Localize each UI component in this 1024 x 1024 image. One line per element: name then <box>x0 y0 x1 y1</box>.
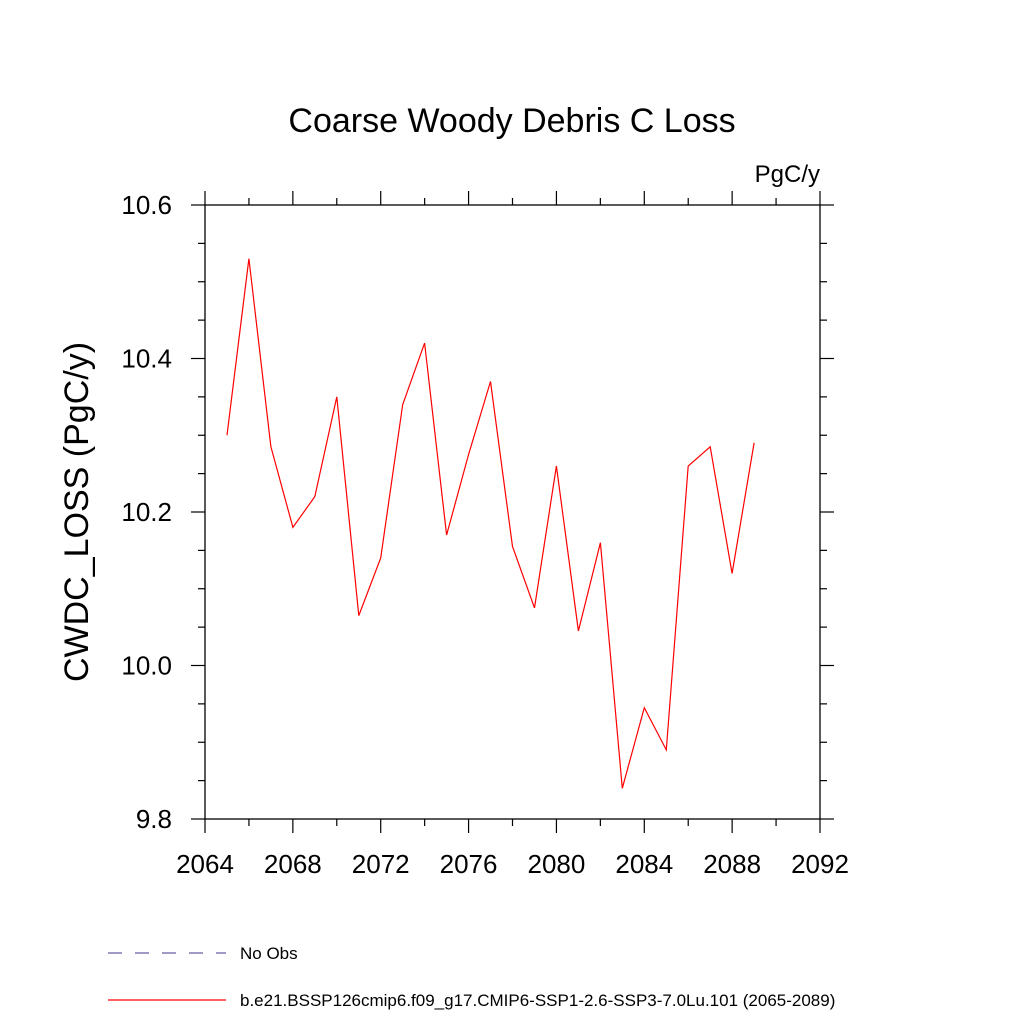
y-axis-label: CWDC_LOSS (PgC/y) <box>58 342 96 682</box>
x-tick-label: 2080 <box>528 849 586 879</box>
x-tick-label: 2068 <box>264 849 322 879</box>
plot-frame <box>204 204 821 820</box>
x-tick-label: 2088 <box>703 849 761 879</box>
legend-label: b.e21.BSSP126cmip6.f09_g17.CMIP6-SSP1-2.… <box>240 991 835 1010</box>
y-tick-label: 10.6 <box>121 190 172 220</box>
units-label: PgC/y <box>755 161 820 188</box>
legend: No Obs b.e21.BSSP126cmip6.f09_g17.CMIP6-S… <box>108 944 835 1010</box>
x-tick-label: 2076 <box>440 849 498 879</box>
x-tick-label: 2084 <box>615 849 673 879</box>
plot-area: 2064 2068 2072 2076 2080 2084 2088 2092 9.8 10.0 1… <box>121 190 849 879</box>
y-tick-label: 9.8 <box>136 804 172 834</box>
chart-title: Coarse Woody Debris C Loss <box>288 102 735 140</box>
x-tick-label: 2064 <box>176 849 234 879</box>
x-tick-label: 2072 <box>352 849 410 879</box>
y-tick-label: 10.2 <box>121 497 172 527</box>
y-tick-label: 10.4 <box>121 344 172 374</box>
y-tick-label: 10.0 <box>121 651 172 681</box>
series-line <box>226 258 755 789</box>
x-tick-label: 2092 <box>791 849 849 879</box>
legend-label: No Obs <box>240 944 298 963</box>
